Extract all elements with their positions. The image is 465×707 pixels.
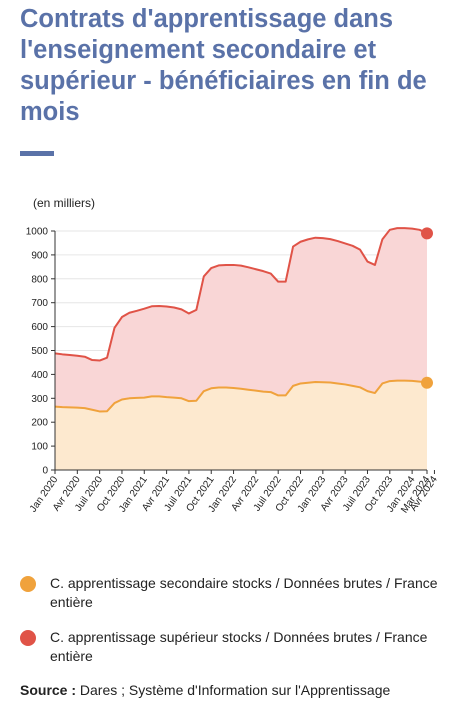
source-note: Source : Dares ; Système d'Information s… [20,682,390,698]
source-text: Dares ; Système d'Information sur l'Appr… [79,682,391,698]
legend-swatch-superieur [20,630,36,646]
chart-title: Contrats d'apprentissage dans l'enseigne… [20,5,427,126]
y-tick-label: 900 [31,250,48,261]
legend-item-secondaire[interactable]: C. apprentissage secondaire stocks / Don… [20,574,450,612]
end-marker-secondaire [421,376,433,389]
legend-label-secondaire: C. apprentissage secondaire stocks / Don… [50,575,438,610]
y-tick-label: 600 [31,322,48,333]
y-tick-label: 200 [31,418,48,429]
legend-item-superieur[interactable]: C. apprentissage supérieur stocks / Donn… [20,628,450,666]
area-secondaire [55,380,427,470]
legend-swatch-secondaire [20,576,36,592]
series-lines [54,227,428,413]
legend-label-superieur: C. apprentissage supérieur stocks / Donn… [50,629,428,664]
legend: C. apprentissage secondaire stocks / Don… [20,574,450,682]
end-marker-superieur [421,227,433,240]
y-tick-label: 0 [42,466,48,477]
line-superieur [54,227,428,362]
y-tick-label: 400 [31,370,48,381]
y-tick-label: 700 [31,298,48,309]
y-axis-ticks: 0 100 200 300 400 500 600 700 800 900 1000 [26,227,55,477]
area-chart: (en milliers) 0 100 200 300 400 500 600 700 800 9… [26,196,440,515]
line-secondaire [54,379,428,413]
y-tick-label: 500 [31,346,48,357]
y-tick-label: 800 [31,274,48,285]
unit-label: (en milliers) [33,196,95,210]
y-tick-label: 1000 [26,227,49,238]
y-tick-label: 300 [31,394,48,405]
series-areas [55,228,427,470]
source-label: Source : [20,682,77,698]
y-tick-label: 100 [31,442,48,453]
title-underline [20,151,54,156]
end-markers [421,227,433,389]
